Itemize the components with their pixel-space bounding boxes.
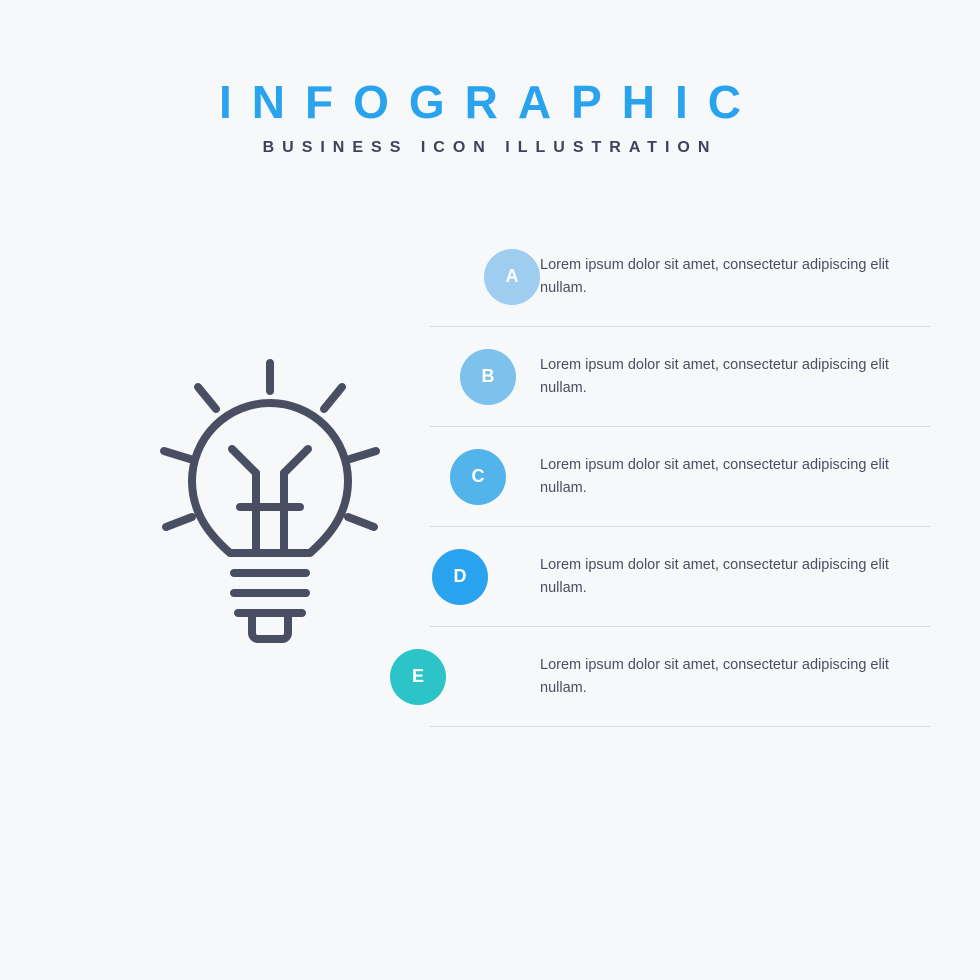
- step-text-c: Lorem ipsum dolor sit amet, consectetur …: [540, 454, 930, 499]
- step-badge-d: D: [432, 549, 488, 605]
- step-badge-c: C: [450, 449, 506, 505]
- step-c: C Lorem ipsum dolor sit amet, consectetu…: [430, 427, 930, 527]
- page-title: INFOGRAPHIC: [0, 75, 980, 129]
- header: INFOGRAPHIC BUSINESS ICON ILLUSTRATION: [0, 0, 980, 157]
- step-e: E Lorem ipsum dolor sit amet, consectetu…: [430, 627, 930, 727]
- step-text-d: Lorem ipsum dolor sit amet, consectetur …: [540, 554, 930, 599]
- step-b: B Lorem ipsum dolor sit amet, consectetu…: [430, 327, 930, 427]
- lightbulb-idea-icon: [140, 357, 400, 677]
- step-a: A Lorem ipsum dolor sit amet, consectetu…: [430, 227, 930, 327]
- step-text-e: Lorem ipsum dolor sit amet, consectetur …: [540, 654, 930, 699]
- step-text-b: Lorem ipsum dolor sit amet, consectetur …: [540, 354, 930, 399]
- step-badge-e: E: [390, 649, 446, 705]
- step-badge-b: B: [460, 349, 516, 405]
- step-badge-a: A: [484, 249, 540, 305]
- step-text-a: Lorem ipsum dolor sit amet, consectetur …: [540, 254, 930, 299]
- step-d: D Lorem ipsum dolor sit amet, consectetu…: [430, 527, 930, 627]
- content-area: A Lorem ipsum dolor sit amet, consectetu…: [0, 217, 980, 917]
- steps-list: A Lorem ipsum dolor sit amet, consectetu…: [430, 227, 930, 727]
- page-subtitle: BUSINESS ICON ILLUSTRATION: [0, 139, 980, 157]
